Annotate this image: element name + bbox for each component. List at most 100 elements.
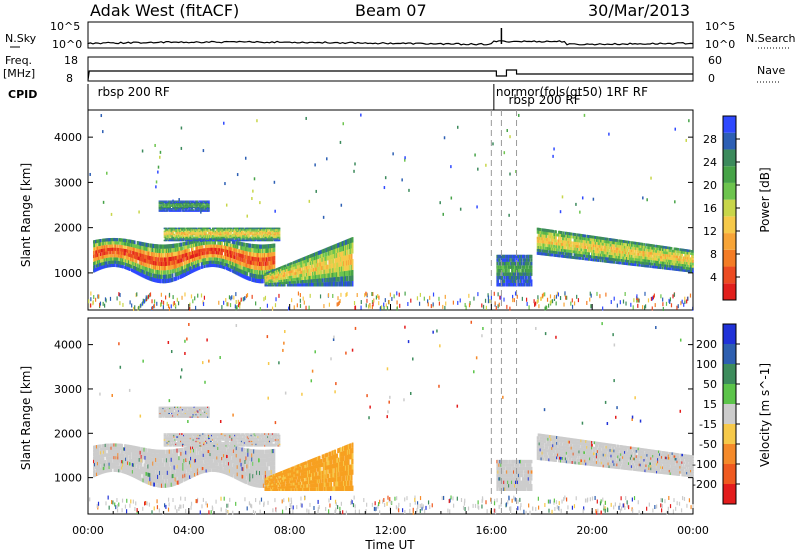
echo-cell bbox=[525, 254, 528, 259]
echo-cell bbox=[257, 238, 260, 240]
echo-cell bbox=[552, 232, 555, 236]
freq-tick-top: 18 bbox=[64, 54, 78, 67]
sparse-cell bbox=[674, 127, 677, 131]
echo-cell bbox=[315, 271, 318, 275]
echo-cell bbox=[138, 241, 141, 246]
echo-cell bbox=[578, 248, 581, 251]
echo-cell bbox=[592, 249, 594, 253]
echo-cell bbox=[581, 239, 584, 243]
echo-cell bbox=[212, 254, 215, 258]
echo-cell bbox=[226, 260, 229, 264]
echo-cell bbox=[557, 239, 559, 243]
echo-cell bbox=[246, 229, 249, 231]
echo-cell bbox=[136, 256, 139, 260]
echo-cell bbox=[215, 236, 218, 239]
echo-cell bbox=[111, 237, 114, 242]
echo-cell bbox=[260, 244, 263, 249]
scatter-cell bbox=[332, 293, 334, 298]
echo-cell bbox=[227, 253, 230, 257]
scatter-cell bbox=[236, 305, 238, 310]
echo-cell bbox=[246, 247, 249, 252]
echo-cell bbox=[219, 241, 221, 245]
echo-cell bbox=[276, 235, 279, 237]
echo-cell bbox=[272, 264, 275, 269]
echo-cell bbox=[315, 278, 318, 283]
scatter-cell bbox=[533, 299, 535, 304]
echo-cell bbox=[583, 240, 586, 243]
echo-cell bbox=[93, 268, 95, 273]
echo-cell bbox=[177, 238, 179, 240]
echo-cell bbox=[204, 233, 206, 236]
echo-cell bbox=[523, 279, 526, 283]
echo-cell bbox=[174, 255, 177, 261]
echo-cell bbox=[165, 244, 168, 249]
echo-cell bbox=[319, 278, 322, 283]
echo-cell bbox=[229, 235, 232, 237]
echo-cell bbox=[335, 248, 338, 254]
echo-cell bbox=[128, 256, 131, 261]
echo-cell bbox=[94, 239, 97, 244]
echo-cell bbox=[265, 272, 268, 275]
echo-cell bbox=[120, 241, 122, 245]
echo-cell bbox=[204, 261, 207, 265]
scatter-cell bbox=[129, 300, 131, 305]
echo-cell bbox=[561, 237, 564, 241]
echo-cell bbox=[241, 246, 244, 251]
echo-cell bbox=[236, 236, 238, 239]
echo-cell bbox=[343, 250, 346, 256]
echo-cell bbox=[218, 254, 221, 258]
echo-cell bbox=[584, 251, 587, 255]
echo-cell bbox=[273, 229, 276, 231]
echo-cell bbox=[503, 254, 506, 259]
echo-cell bbox=[219, 244, 221, 249]
echo-cell bbox=[502, 261, 505, 266]
echo-cell bbox=[340, 276, 342, 282]
echo-cell bbox=[512, 275, 514, 280]
echo-cell bbox=[162, 274, 165, 279]
echo-cell bbox=[270, 248, 273, 253]
echo-cell bbox=[188, 227, 191, 230]
echo-cell bbox=[214, 263, 217, 268]
echo-cell bbox=[197, 259, 200, 264]
scatter-cell bbox=[388, 299, 390, 304]
echo-cell bbox=[266, 281, 269, 284]
echo-cell bbox=[230, 236, 233, 239]
echo-cell bbox=[621, 248, 623, 251]
echo-cell bbox=[530, 279, 533, 283]
echo-cell bbox=[524, 268, 527, 273]
echo-cell bbox=[213, 241, 216, 245]
echo-cell bbox=[249, 243, 252, 248]
echo-cell bbox=[613, 255, 616, 259]
echo-cell bbox=[272, 232, 275, 234]
echo-cell bbox=[616, 241, 619, 245]
echo-cell bbox=[267, 239, 270, 242]
echo-cell bbox=[240, 232, 243, 234]
echo-cell bbox=[567, 237, 570, 241]
echo-cell bbox=[339, 261, 341, 267]
echo-cell bbox=[154, 248, 156, 253]
echo-cell bbox=[184, 264, 187, 269]
echo-cell bbox=[187, 271, 189, 276]
echo-cell bbox=[239, 253, 242, 258]
echo-cell bbox=[239, 230, 242, 233]
echo-cell bbox=[205, 244, 208, 249]
echo-cell bbox=[118, 247, 121, 252]
echo-cell bbox=[244, 246, 247, 251]
echo-cell bbox=[292, 278, 295, 281]
echo-cell bbox=[631, 244, 634, 247]
echo-cell bbox=[149, 255, 152, 261]
echo-cell bbox=[251, 238, 254, 240]
echo-cell bbox=[276, 268, 278, 271]
echo-cell bbox=[348, 243, 351, 249]
echo-cell bbox=[279, 273, 282, 276]
scatter-cell bbox=[535, 301, 537, 306]
echo-cell bbox=[268, 236, 271, 239]
echo-cell bbox=[303, 260, 306, 264]
echo-cell bbox=[645, 264, 648, 268]
echo-cell bbox=[176, 235, 178, 237]
echo-cell bbox=[190, 235, 193, 237]
echo-cell bbox=[165, 252, 168, 258]
echo-cell bbox=[112, 263, 115, 268]
echo-cell bbox=[508, 265, 510, 269]
echo-cell bbox=[109, 247, 112, 251]
